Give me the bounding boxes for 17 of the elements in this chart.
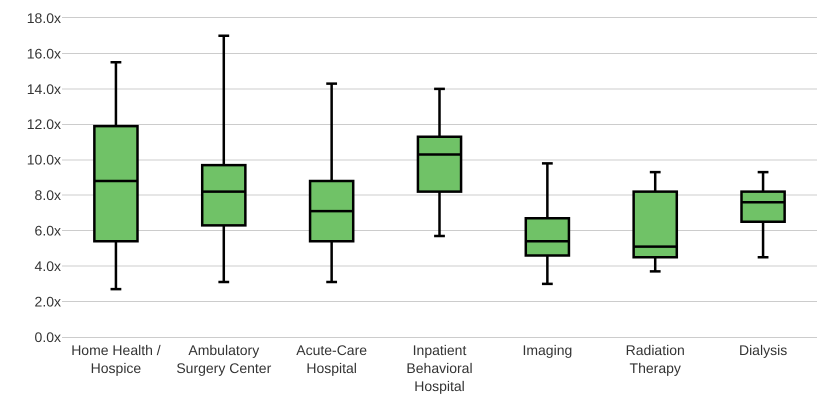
y-tick-label: 18.0x — [26, 10, 61, 26]
x-tick-label: Imaging — [522, 342, 572, 358]
x-tick-label: Radiation Therapy — [626, 342, 685, 376]
y-tick-label: 0.0x — [34, 328, 61, 345]
y-tick-label: 14.0x — [26, 80, 61, 97]
y-tick-label: 6.0x — [34, 222, 61, 239]
x-tick-label: Inpatient Behavioral Hospital — [406, 342, 473, 394]
y-tick-label: 8.0x — [34, 187, 61, 204]
y-tick-label: 12.0x — [26, 116, 61, 132]
y-tick-label: 16.0x — [26, 45, 61, 62]
y-tick-label: 10.0x — [26, 152, 61, 168]
x-tick-label: Dialysis — [738, 342, 788, 358]
y-tick-label: 4.0x — [34, 258, 61, 274]
x-tick-label: Home Health / Hospice — [71, 342, 161, 376]
x-tick-label: Acute-Care Hospital — [296, 342, 368, 376]
x-tick-label: Ambulatory Surgery Center — [176, 342, 272, 376]
y-tick-label: 2.0x — [34, 293, 61, 310]
